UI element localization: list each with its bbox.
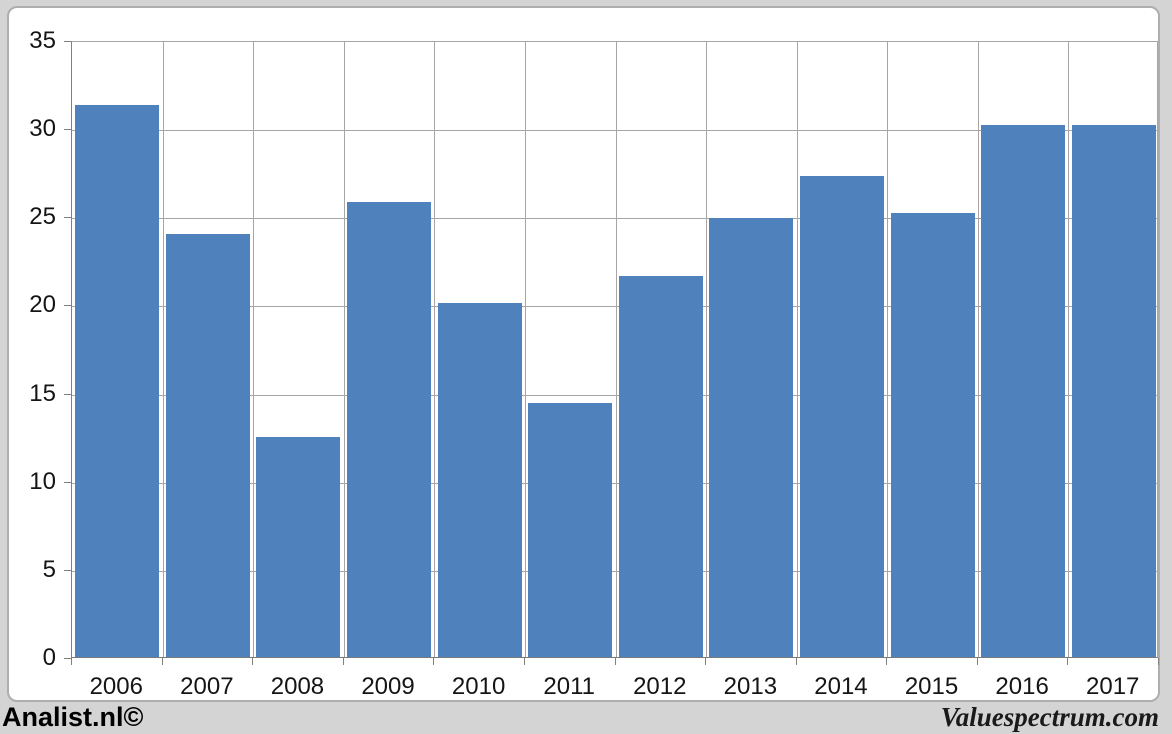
- y-tick-20: [64, 305, 71, 307]
- x-tick: [433, 658, 435, 665]
- y-axis-label-10: 10: [29, 467, 56, 495]
- plot-area: [71, 41, 1158, 658]
- gridline-v: [615, 42, 617, 657]
- gridline-v: [253, 42, 255, 657]
- gridline-h-20: [72, 306, 1157, 308]
- x-tick: [795, 658, 797, 665]
- gridline-v: [796, 42, 798, 657]
- y-tick-25: [64, 217, 71, 219]
- x-tick: [161, 658, 163, 665]
- gridline-h-15: [72, 394, 1157, 396]
- x-axis-label-2008: 2008: [270, 673, 325, 700]
- y-axis-label-5: 5: [42, 555, 56, 583]
- x-axis-label-2016: 2016: [995, 673, 1049, 700]
- gridline-v: [524, 42, 526, 657]
- gridline-h-30: [72, 130, 1157, 132]
- x-axis-label-2006: 2006: [89, 673, 143, 700]
- x-tick: [705, 658, 707, 665]
- x-axis-label-2012: 2012: [633, 673, 687, 700]
- bar-2006: [75, 105, 160, 657]
- y-tick-30: [64, 129, 71, 131]
- bar-2010: [437, 302, 522, 657]
- x-axis-label-2010: 2010: [451, 673, 506, 700]
- y-axis-label-35: 35: [29, 27, 56, 54]
- bar-2016: [981, 124, 1066, 657]
- gridline-v: [887, 42, 889, 657]
- x-tick: [1158, 658, 1159, 665]
- x-axis-label-2013: 2013: [723, 673, 778, 700]
- x-axis-label-2014: 2014: [814, 673, 868, 700]
- bar-2015: [890, 212, 975, 657]
- y-axis-label-30: 30: [29, 115, 56, 143]
- valuespectrum-credit: Valuespectrum.com: [940, 702, 1159, 732]
- x-axis-label-2015: 2015: [904, 673, 959, 700]
- gridline-h-5: [72, 570, 1157, 572]
- gridline-v: [343, 42, 345, 657]
- bar-2017: [1071, 124, 1156, 657]
- y-axis-label-20: 20: [29, 291, 56, 319]
- x-tick: [886, 658, 888, 665]
- y-tick-35: [64, 41, 71, 42]
- bar-2013: [709, 218, 794, 657]
- y-tick-0: [64, 658, 71, 659]
- gridline-v: [162, 42, 164, 657]
- x-axis-label-2011: 2011: [543, 673, 595, 700]
- y-axis-label-15: 15: [29, 379, 56, 407]
- bar-2008: [256, 436, 341, 657]
- bar-2009: [347, 202, 432, 657]
- gridline-h-10: [72, 482, 1157, 484]
- analist-credit: Analist.nl©: [2, 702, 144, 732]
- chart-frame: 0 5 10 15 20 25 30 35 2006 2007 2008 2009 2010 2011 2…: [7, 6, 1160, 702]
- x-axis-label-2007: 2007: [180, 673, 234, 700]
- gridline-v: [706, 42, 708, 657]
- y-axis-label-0: 0: [42, 644, 56, 671]
- x-tick: [1067, 658, 1069, 665]
- bar-2014: [799, 175, 884, 657]
- gridline-v: [977, 42, 979, 657]
- x-axis-label-2017: 2017: [1086, 673, 1140, 700]
- y-tick-5: [64, 569, 71, 571]
- x-tick: [71, 658, 72, 665]
- bar-2012: [618, 276, 703, 657]
- bar-2007: [165, 233, 250, 657]
- bar-2011: [528, 403, 613, 657]
- x-axis-label-2009: 2009: [361, 673, 415, 700]
- y-tick-15: [64, 393, 71, 395]
- y-tick-10: [64, 481, 71, 483]
- gridline-h-25: [72, 218, 1157, 220]
- gridline-v: [1068, 42, 1070, 657]
- x-tick: [976, 658, 978, 665]
- x-tick: [523, 658, 525, 665]
- y-axis-label-25: 25: [29, 203, 56, 231]
- gridline-v: [434, 42, 436, 657]
- x-tick: [252, 658, 254, 665]
- x-tick: [342, 658, 344, 665]
- x-tick: [614, 658, 616, 665]
